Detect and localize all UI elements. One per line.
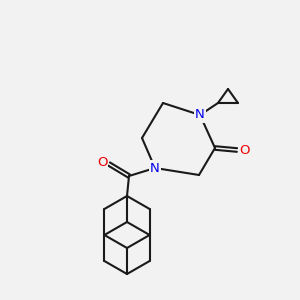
Text: N: N <box>195 109 205 122</box>
Text: O: O <box>97 157 107 169</box>
Text: O: O <box>239 143 249 157</box>
Text: N: N <box>150 161 160 175</box>
